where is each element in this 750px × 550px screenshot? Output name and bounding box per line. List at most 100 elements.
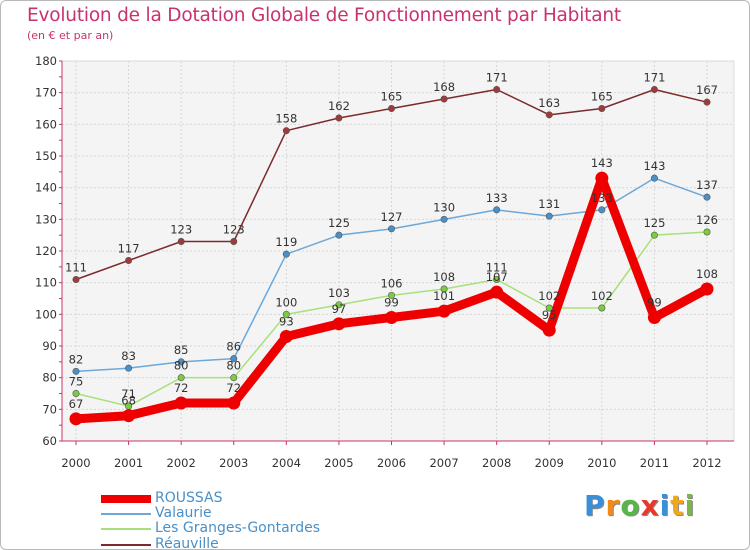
data-point [493, 86, 501, 94]
data-label: 111 [65, 261, 87, 275]
chart-subtitle: (en € et par an) [27, 29, 114, 42]
y-tick-label: 80 [42, 371, 57, 385]
data-label: 125 [328, 216, 350, 230]
data-label: 80 [174, 359, 189, 373]
data-label: 68 [121, 394, 136, 408]
logo-letter: i [659, 489, 671, 522]
proxiti-logo: Proxiti [584, 489, 695, 522]
data-label: 131 [538, 197, 560, 211]
legend-swatch [101, 513, 151, 515]
data-label: 133 [486, 191, 508, 205]
data-label: 171 [486, 71, 508, 85]
x-tick-label: 2004 [272, 456, 301, 470]
data-point [545, 304, 553, 312]
data-label: 143 [591, 156, 613, 170]
logo-letter: P [584, 489, 606, 522]
data-label: 165 [591, 90, 613, 104]
y-tick-label: 130 [35, 212, 57, 226]
data-label: 107 [486, 270, 508, 284]
data-label: 162 [328, 99, 350, 113]
data-label: 106 [381, 276, 403, 290]
x-tick-label: 2012 [692, 456, 721, 470]
data-label: 72 [174, 381, 189, 395]
legend-swatch [101, 495, 151, 503]
data-point [177, 238, 185, 246]
x-tick-label: 2003 [219, 456, 248, 470]
data-label: 168 [433, 80, 455, 94]
data-point [440, 285, 448, 293]
legend-label: ROUSSAS [155, 490, 223, 506]
data-label: 127 [381, 210, 403, 224]
y-tick-label: 160 [35, 117, 57, 131]
x-tick-label: 2011 [640, 456, 669, 470]
data-point [230, 238, 238, 246]
data-point [177, 374, 185, 382]
data-label: 125 [643, 216, 665, 230]
data-point [387, 225, 395, 233]
data-point [335, 301, 343, 309]
logo-letter: x [640, 489, 660, 522]
data-point [332, 317, 346, 331]
data-point [493, 275, 501, 283]
data-point [69, 412, 83, 426]
y-tick-label: 140 [35, 181, 57, 195]
legend-swatch [101, 528, 151, 530]
legend-label: Réauville [155, 536, 219, 550]
legend-swatch [101, 544, 151, 546]
data-label: 108 [696, 267, 718, 281]
logo-letter: r [605, 489, 621, 522]
data-label: 123 [223, 223, 245, 237]
chart-title: Evolution de la Dotation Globale de Fonc… [27, 5, 621, 26]
data-label: 167 [696, 83, 718, 97]
data-label: 82 [69, 352, 84, 366]
logo-letter: i [684, 489, 696, 522]
y-tick-label: 90 [42, 339, 57, 353]
y-tick-label: 170 [35, 86, 57, 100]
data-label: 102 [591, 289, 613, 303]
data-point [385, 311, 398, 324]
data-point [490, 285, 504, 299]
y-tick-label: 180 [35, 54, 57, 68]
data-label: 143 [643, 159, 665, 173]
data-point [125, 256, 133, 264]
x-tick-label: 2002 [167, 456, 196, 470]
x-tick-label: 2006 [377, 456, 406, 470]
data-point [703, 193, 711, 201]
data-label: 99 [647, 296, 662, 310]
data-point [598, 105, 606, 113]
x-tick-label: 2001 [114, 456, 143, 470]
x-tick-label: 2007 [429, 456, 458, 470]
data-label: 133 [591, 191, 613, 205]
data-label: 85 [174, 343, 189, 357]
data-point [230, 374, 238, 382]
data-label: 100 [275, 295, 297, 309]
data-label: 171 [643, 71, 665, 85]
data-label: 102 [538, 289, 560, 303]
legend-label: Valaurie [155, 505, 212, 521]
data-label: 99 [384, 296, 399, 310]
data-point [125, 364, 133, 372]
data-point [72, 389, 80, 397]
data-point [177, 358, 185, 366]
x-tick-label: 2000 [61, 456, 90, 470]
data-point [703, 98, 711, 106]
y-tick-label: 120 [35, 244, 57, 258]
legend-label: Les Granges-Gontardes [155, 520, 320, 536]
data-label: 93 [279, 315, 294, 329]
data-label: 95 [542, 308, 557, 322]
data-label: 80 [226, 359, 241, 373]
data-point [230, 355, 238, 363]
data-label: 111 [486, 261, 508, 275]
data-label: 137 [696, 178, 718, 192]
data-label: 126 [696, 213, 718, 227]
data-point [387, 105, 395, 113]
data-label: 83 [121, 349, 136, 363]
data-point [650, 231, 658, 239]
data-point [122, 409, 136, 423]
data-point [437, 304, 451, 318]
data-point [493, 206, 501, 214]
data-point [72, 367, 80, 375]
data-point [700, 282, 714, 296]
